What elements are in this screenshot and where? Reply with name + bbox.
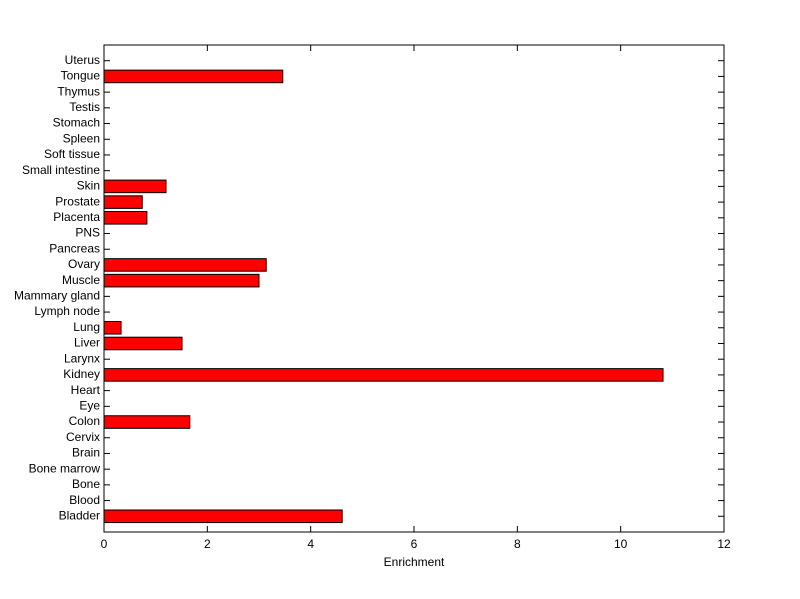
y-tick-label: Lymph node bbox=[34, 304, 100, 318]
y-tick-label: Testis bbox=[69, 100, 100, 114]
y-tick-label: Stomach bbox=[53, 116, 100, 130]
y-tick-label: Bladder bbox=[59, 508, 100, 522]
y-tick-label: Spleen bbox=[63, 131, 100, 145]
y-tick-label: Soft tissue bbox=[44, 147, 100, 161]
y-tick-label: Colon bbox=[69, 414, 100, 428]
y-tick-label: Mammary gland bbox=[14, 289, 100, 303]
y-tick-label: Tongue bbox=[61, 69, 101, 83]
x-tick-label: 4 bbox=[307, 537, 314, 551]
x-tick-label: 2 bbox=[204, 537, 211, 551]
bar bbox=[103, 258, 267, 272]
y-tick-label: PNS bbox=[75, 226, 100, 240]
y-tick-label: Eye bbox=[79, 398, 100, 412]
y-tick-label: Cervix bbox=[66, 430, 100, 444]
bar bbox=[103, 320, 122, 335]
y-tick-label: Thymus bbox=[57, 84, 100, 98]
y-tick-label: Muscle bbox=[62, 273, 100, 287]
y-tick-label: Uterus bbox=[65, 53, 100, 67]
y-tick-label: Kidney bbox=[63, 367, 100, 381]
bar bbox=[103, 415, 191, 429]
x-tick-label: 10 bbox=[614, 537, 628, 551]
bar bbox=[103, 336, 183, 351]
y-tick-label: Small intestine bbox=[22, 163, 100, 177]
y-tick-label: Liver bbox=[74, 336, 100, 350]
y-tick-label: Larynx bbox=[64, 351, 100, 365]
bar bbox=[103, 509, 343, 524]
y-tick-label: Placenta bbox=[53, 210, 100, 224]
x-axis-label: Enrichment bbox=[384, 555, 445, 569]
bar bbox=[103, 211, 148, 225]
x-tick-label: 0 bbox=[101, 537, 108, 551]
y-tick-label: Pancreas bbox=[49, 241, 100, 255]
y-tick-label: Ovary bbox=[68, 257, 100, 271]
y-tick-label: Bone bbox=[72, 477, 100, 491]
y-tick-label: Skin bbox=[77, 179, 100, 193]
x-tick-label: 6 bbox=[411, 537, 418, 551]
y-tick-label: Prostate bbox=[55, 194, 100, 208]
y-tick-label: Blood bbox=[69, 493, 100, 507]
bar bbox=[103, 195, 143, 209]
bar bbox=[103, 69, 284, 84]
x-tick-label: 12 bbox=[717, 537, 731, 551]
y-tick-label: Lung bbox=[73, 320, 100, 334]
y-tick-label: Heart bbox=[71, 383, 101, 397]
x-tick-label: 8 bbox=[514, 537, 521, 551]
bar bbox=[103, 368, 664, 382]
bar bbox=[103, 273, 260, 288]
y-tick-label: Bone marrow bbox=[29, 461, 101, 475]
bar bbox=[103, 179, 167, 194]
y-tick-label: Brain bbox=[72, 446, 100, 460]
